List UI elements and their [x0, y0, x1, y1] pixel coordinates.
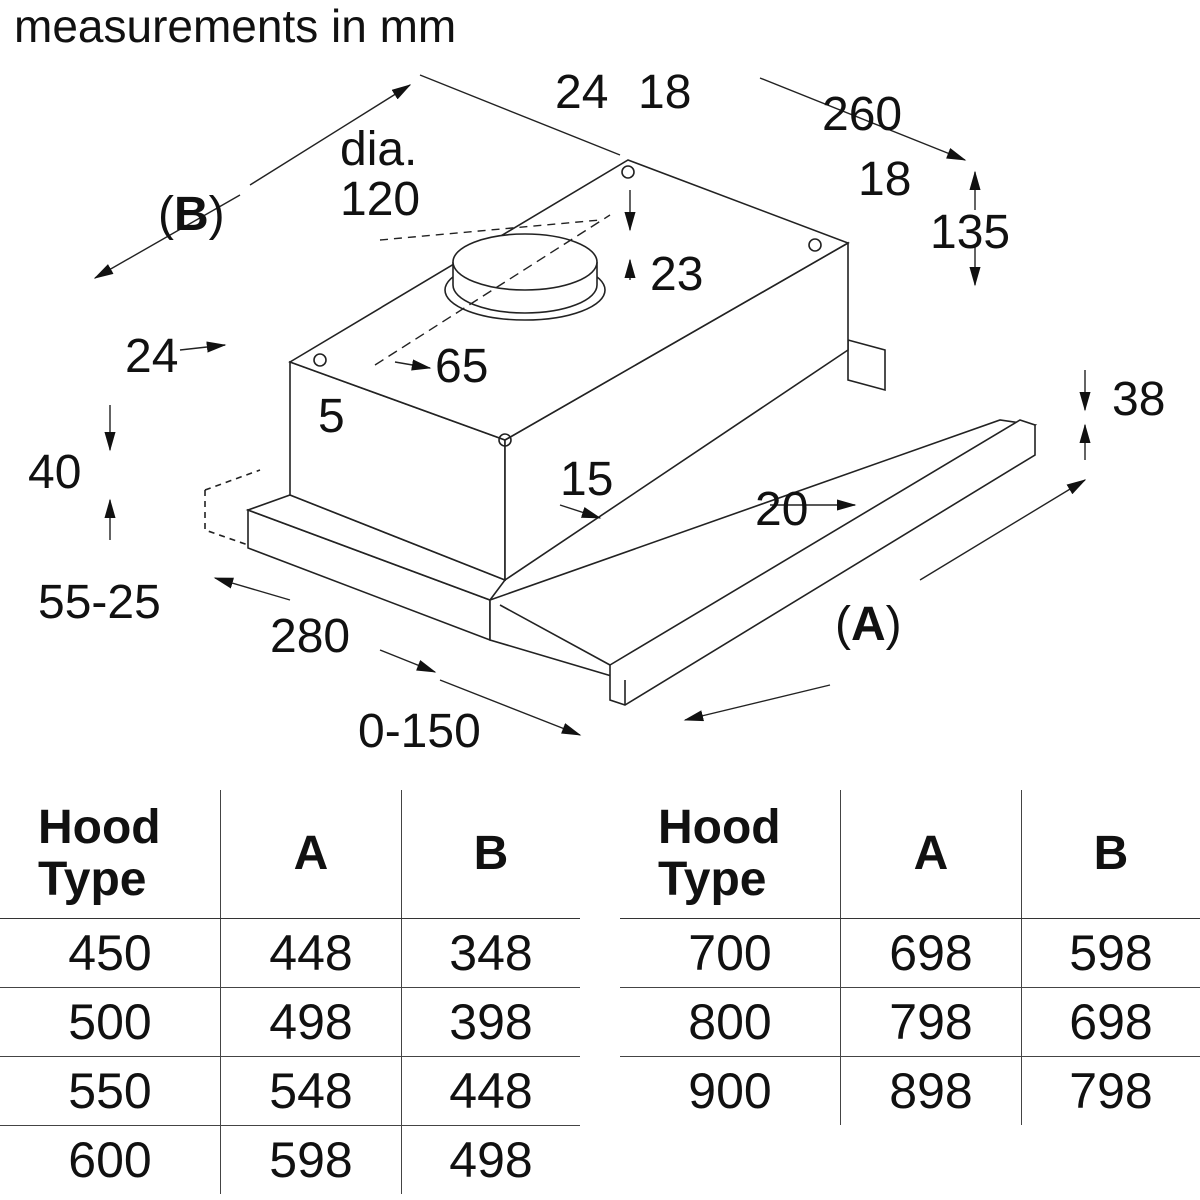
- dim-5: 5: [318, 390, 345, 443]
- dim-18-top: 18: [638, 66, 691, 119]
- cell: 798: [840, 987, 1022, 1057]
- cell: 700: [620, 918, 841, 988]
- hood-size-table-left: Hood Type A B 450 448 348 500 498 398 550 548…: [0, 790, 580, 1194]
- dim-dia: dia.: [340, 123, 417, 176]
- dim-260: 260: [822, 88, 902, 141]
- cell: 598: [1021, 918, 1200, 988]
- table-row: 550 548 448: [0, 1056, 580, 1126]
- cell: 698: [840, 918, 1022, 988]
- dim-23: 23: [650, 248, 703, 301]
- cell: 398: [401, 987, 580, 1057]
- dim-24-top: 24: [555, 66, 608, 119]
- dim-a: (A): [835, 598, 902, 651]
- cell: 498: [401, 1125, 580, 1194]
- cell: 600: [68, 1132, 152, 1188]
- cell: 448: [220, 918, 402, 988]
- cell: 798: [1021, 1056, 1200, 1125]
- header-hood-type: Hood Type: [620, 790, 841, 919]
- dim-15: 15: [560, 453, 613, 506]
- cell: 500: [0, 987, 221, 1057]
- cell: 800: [620, 987, 841, 1057]
- dim-40: 40: [28, 446, 81, 499]
- cell: 550: [0, 1056, 221, 1126]
- header-a: A: [220, 790, 402, 919]
- header-a: A: [840, 790, 1022, 919]
- header-text: Hood Type: [658, 801, 781, 906]
- cell: 900: [688, 1063, 772, 1119]
- cell: 450: [0, 918, 221, 988]
- cell: 548: [220, 1056, 402, 1126]
- cell: 448: [401, 1056, 580, 1126]
- table-row: 900 898 798: [620, 1056, 1200, 1125]
- table-row: 500 498 398: [0, 987, 580, 1057]
- table-row: 800 798 698: [620, 987, 1200, 1057]
- table-row: 450 448 348: [0, 918, 580, 988]
- hood-dimension-diagram: 24 18 260 dia. 120 (B) 18 135 23 24 65 5…: [28, 66, 1165, 758]
- header-text: Hood Type: [38, 801, 161, 906]
- dimension-lines: [93, 74, 1091, 736]
- dim-38: 38: [1112, 373, 1165, 426]
- cell: 698: [1021, 987, 1200, 1057]
- dim-135: 135: [930, 206, 1010, 259]
- cell: 348: [401, 918, 580, 988]
- hood-size-table-right: Hood Type A B 700 698 598 800 798 698 900 898…: [620, 790, 1200, 1125]
- measurements-title: measurements in mm: [14, 0, 457, 52]
- header-b: B: [401, 790, 580, 919]
- dim-65: 65: [435, 340, 488, 393]
- cell: 498: [220, 987, 402, 1057]
- cell: 898: [840, 1056, 1022, 1125]
- header-b: B: [1021, 790, 1200, 919]
- dim-55-25: 55-25: [38, 576, 161, 629]
- header-hood-type: Hood Type: [0, 790, 221, 919]
- dim-120: 120: [340, 173, 420, 226]
- dimension-labels: 24 18 260 dia. 120 (B) 18 135 23 24 65 5…: [28, 66, 1165, 758]
- dim-280: 280: [270, 610, 350, 663]
- dim-b: (B): [158, 188, 225, 241]
- dim-0-150: 0-150: [358, 705, 481, 758]
- table-row: 700 698 598: [620, 918, 1200, 988]
- cell: 598: [220, 1125, 402, 1194]
- table-row: 600 598 498: [0, 1125, 580, 1194]
- dim-24-left: 24: [125, 330, 178, 383]
- dim-18-right: 18: [858, 153, 911, 206]
- dim-20: 20: [755, 483, 808, 536]
